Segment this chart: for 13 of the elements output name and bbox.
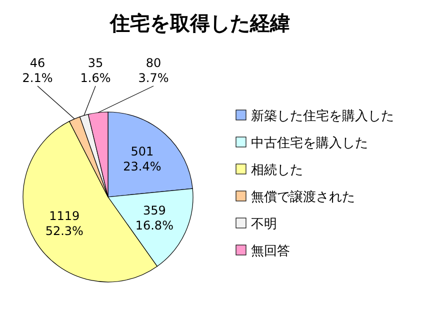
data-label: 80 3.7% [138,56,169,85]
data-label: 1119 52.3% [45,208,84,238]
chart-title: 住宅を取得した経緯 [109,11,290,35]
legend-label: 無回答 [251,244,290,259]
legend-label: 新築した住宅を購入した [251,108,394,124]
legend-label: 不明 [251,217,277,232]
legend-label: 中古住宅を購入した [251,135,368,151]
data-label: 35 1.6% [80,56,111,85]
data-label: 359 16.8% [135,204,174,233]
legend-label: 相続した [251,163,303,178]
legend-label: 無償で譲渡された [251,190,355,205]
data-label: 501 23.4% [123,144,162,174]
data-label: 46 2.1% [22,56,53,85]
